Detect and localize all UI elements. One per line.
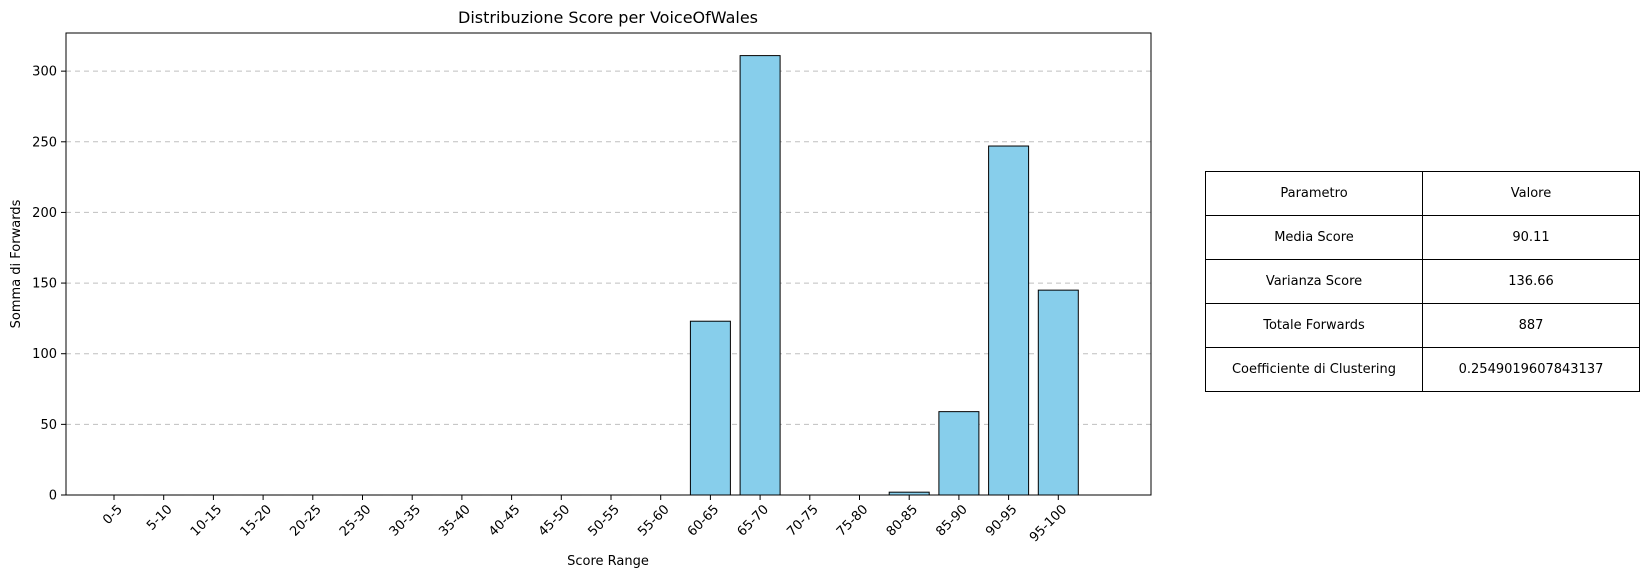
x-tick-label: 60-65 [685,502,722,539]
x-axis-label: Score Range [567,554,649,569]
x-tick-label: 45-50 [536,502,573,539]
y-tick-label: 100 [32,347,57,362]
x-tick-label: 15-20 [238,502,275,539]
table-row: Media Score 90.11 [1206,216,1640,260]
table-header-cell: Parametro [1206,172,1423,216]
x-tick-label: 70-75 [784,502,821,539]
table-cell: 90.11 [1423,216,1640,260]
x-tick-label: 30-35 [387,502,424,539]
table-header-cell: Valore [1423,172,1640,216]
y-tick-label: 250 [32,135,57,150]
bar-chart: 0 50 100 150 200 250 300 0-5 5-10 10-15 15-20 20-2… [0,0,1160,578]
x-tick-label: 25-30 [337,502,374,539]
x-tick-label: 5-10 [144,502,175,533]
table-header-row: Parametro Valore [1206,172,1640,216]
x-tick-label: 35-40 [436,502,473,539]
bar [1038,290,1078,495]
table-cell: Totale Forwards [1206,304,1423,348]
y-tick-label: 300 [32,65,57,80]
y-axis-label: Somma di Forwards [9,199,24,328]
bar [740,56,780,495]
bar [939,412,979,495]
y-tick-label: 150 [32,277,57,292]
bar [989,146,1029,495]
bars [94,56,1078,495]
y-axis: 0 50 100 150 200 250 300 [32,65,66,504]
x-tick-label: 0-5 [100,502,126,528]
table-row: Totale Forwards 887 [1206,304,1640,348]
x-tick-label: 10-15 [188,502,225,539]
x-tick-label: 65-70 [735,502,772,539]
table-cell: 887 [1423,304,1640,348]
x-tick-label: 20-25 [287,502,324,539]
x-tick-label: 85-90 [933,502,970,539]
x-axis: 0-5 5-10 10-15 15-20 20-25 25-30 30-35 35-40 40-… [100,495,1070,545]
bar [690,321,730,495]
chart-title: Distribuzione Score per VoiceOfWales [458,8,758,27]
table-row: Varianza Score 136.66 [1206,260,1640,304]
table-cell: 0.2549019607843137 [1423,348,1640,392]
table-row: Coefficiente di Clustering 0.25490196078… [1206,348,1640,392]
table-cell: 136.66 [1423,260,1640,304]
x-tick-label: 95-100 [1027,502,1070,545]
x-tick-label: 80-85 [884,502,921,539]
y-tick-label: 200 [32,206,57,221]
x-tick-label: 55-60 [635,502,672,539]
y-tick-label: 0 [49,489,57,504]
x-tick-label: 90-95 [983,502,1020,539]
x-tick-label: 50-55 [586,502,623,539]
table-cell: Coefficiente di Clustering [1206,348,1423,392]
y-tick-label: 50 [40,418,57,433]
table-cell: Media Score [1206,216,1423,260]
x-tick-label: 75-80 [834,502,871,539]
x-tick-label: 40-45 [486,502,523,539]
stats-table: Parametro Valore Media Score 90.11 Varia… [1205,171,1640,392]
table-cell: Varianza Score [1206,260,1423,304]
